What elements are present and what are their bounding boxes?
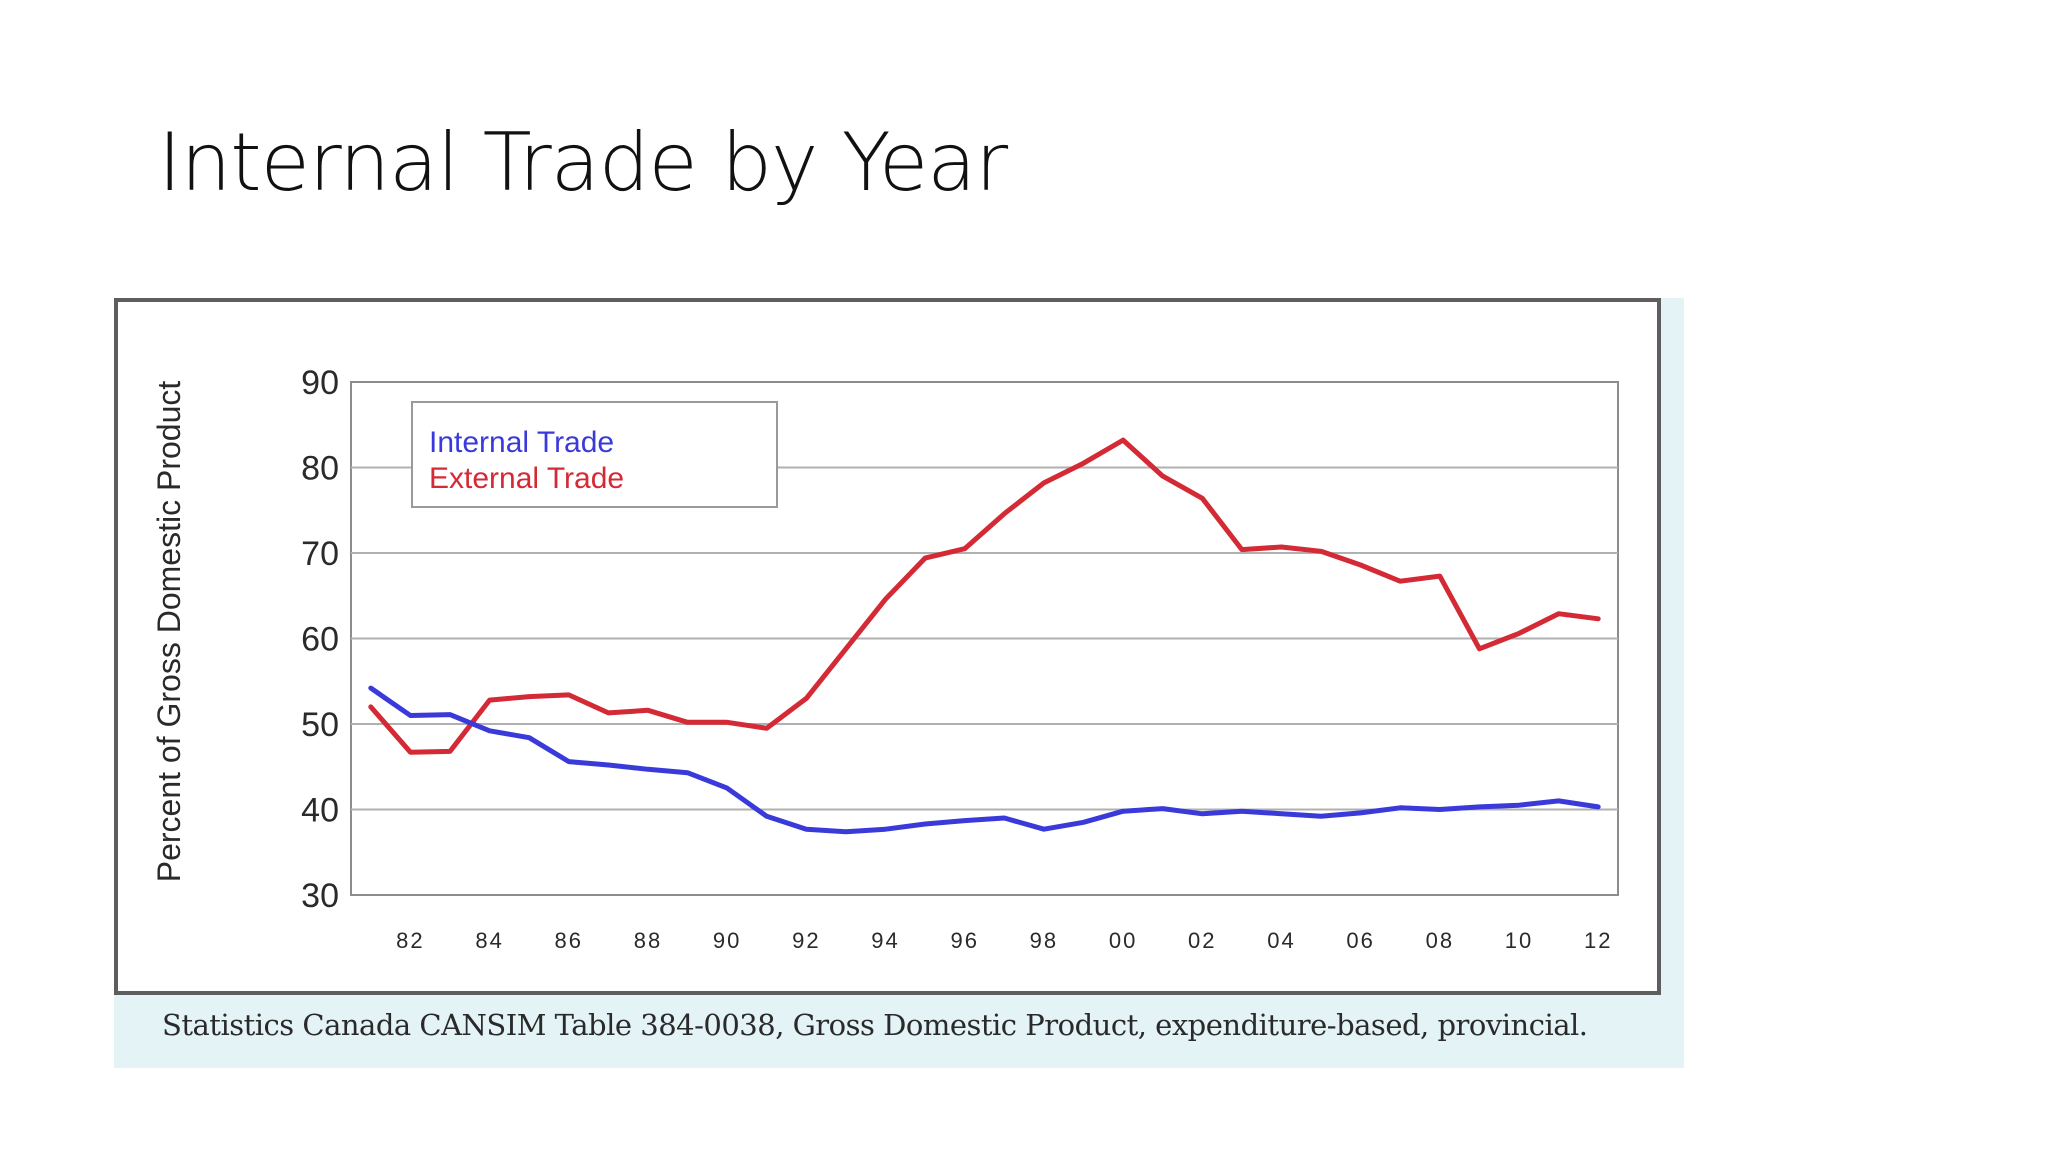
chart-frame: 30 40 50 60 70 80 90 82 84 86 88 90 92 94 96 98 00 02 04 06… <box>114 298 1661 995</box>
line-chart: 30 40 50 60 70 80 90 82 84 86 88 90 92 94 96 98 00 02 04 06… <box>151 364 1619 953</box>
x-tick-label: 92 <box>792 928 820 953</box>
x-tick-label: 94 <box>871 928 899 953</box>
internal-trade-line <box>368 685 1601 835</box>
x-tick-label: 84 <box>475 928 503 953</box>
external-trade-line <box>368 437 1601 755</box>
legend-box <box>411 401 778 508</box>
y-tick-label: 40 <box>301 792 339 830</box>
x-tick-label: 12 <box>1584 928 1612 953</box>
x-tick-label: 90 <box>713 928 741 953</box>
x-tick-label: 96 <box>950 928 978 953</box>
y-axis-label: Percent of Gross Domestic Product <box>151 381 187 883</box>
y-tick-label: 70 <box>301 535 339 573</box>
x-tick-label: 02 <box>1188 928 1216 953</box>
x-tick-label: 88 <box>634 928 662 953</box>
legend-label: Internal Trade <box>429 426 614 459</box>
y-tick-label: 50 <box>301 706 339 744</box>
x-tick-label: 86 <box>555 928 583 953</box>
x-tick-label: 06 <box>1346 928 1374 953</box>
y-tick-label: 80 <box>301 450 339 488</box>
legend-label: External Trade <box>429 462 624 495</box>
x-tick-label: 98 <box>1030 928 1058 953</box>
x-tick-label: 00 <box>1109 928 1137 953</box>
x-tick-label: 10 <box>1505 928 1533 953</box>
y-tick-label: 30 <box>301 877 339 915</box>
x-tick-label: 04 <box>1267 928 1295 953</box>
slide-title: Internal Trade by Year <box>158 116 1008 209</box>
x-tick-label: 08 <box>1426 928 1454 953</box>
chart-figure: 30 40 50 60 70 80 90 82 84 86 88 90 92 94 96 98 00 02 04 06… <box>114 298 1684 1068</box>
x-tick-label: 82 <box>396 928 424 953</box>
y-tick-label: 90 <box>301 364 339 402</box>
y-tick-label: 60 <box>301 621 339 659</box>
source-note: Statistics Canada CANSIM Table 384-0038,… <box>162 1008 1588 1042</box>
